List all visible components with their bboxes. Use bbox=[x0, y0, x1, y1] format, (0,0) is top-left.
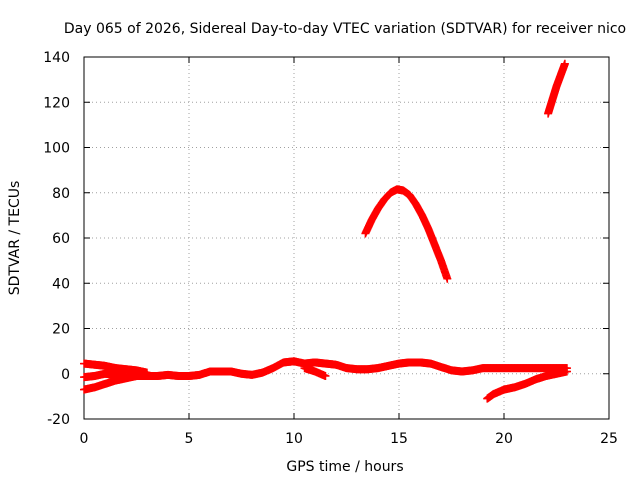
y-tick-label: 40 bbox=[52, 276, 70, 292]
y-tick-label: -20 bbox=[47, 412, 70, 428]
x-tick-label: 15 bbox=[390, 431, 408, 447]
chart-title: Day 065 of 2026, Sidereal Day-to-day VTE… bbox=[64, 21, 626, 37]
x-tick-label: 5 bbox=[185, 431, 194, 447]
y-tick-label: 140 bbox=[43, 50, 70, 66]
data-point bbox=[560, 59, 569, 68]
x-tick-label: 0 bbox=[80, 431, 89, 447]
x-tick-labels: 0 5 10 15 20 25 bbox=[80, 431, 618, 447]
y-axis-label: SDTVAR / TECUs bbox=[7, 181, 23, 296]
y-tick-label: 100 bbox=[43, 141, 70, 157]
axis-ticks bbox=[83, 56, 610, 420]
data-points bbox=[80, 59, 571, 403]
y-tick-label: 60 bbox=[52, 231, 70, 247]
y-tick-label: 80 bbox=[52, 186, 70, 202]
gridlines bbox=[84, 57, 609, 419]
x-tick-label: 20 bbox=[495, 431, 513, 447]
x-tick-label: 10 bbox=[285, 431, 303, 447]
data-point bbox=[321, 372, 330, 381]
y-tick-label: 0 bbox=[61, 367, 70, 383]
x-axis-label: GPS time / hours bbox=[286, 459, 403, 475]
data-point bbox=[443, 274, 452, 283]
data-point bbox=[563, 367, 571, 376]
y-tick-label: 20 bbox=[52, 322, 70, 338]
y-tick-labels: -20 0 20 40 60 80 100 120 140 bbox=[43, 50, 70, 428]
y-tick-label: 120 bbox=[43, 95, 70, 111]
x-tick-label: 25 bbox=[600, 431, 618, 447]
